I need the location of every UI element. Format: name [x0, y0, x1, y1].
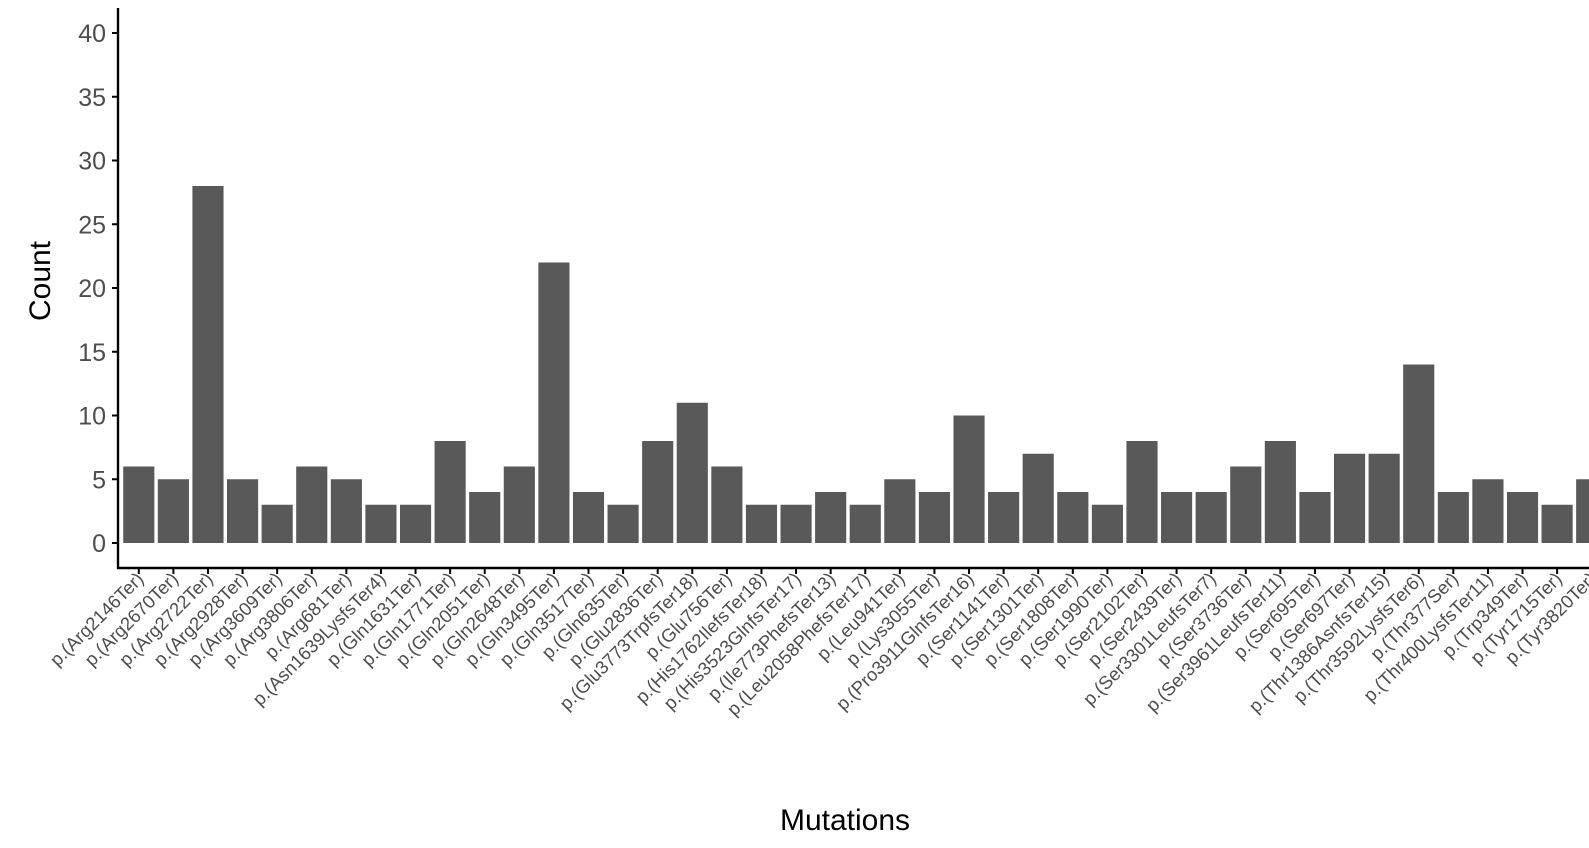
bar-p.(Gln3495Ter) [538, 262, 570, 543]
bar-p.(Glu3773TrpfsTer18) [676, 402, 708, 543]
bar-p.(Gln2051Ter) [469, 492, 501, 543]
bar-p.(Ser2439Ter) [1161, 492, 1193, 543]
bar-p.(Gln3517Ter) [572, 492, 605, 543]
bar-p.(Arg2928Ter) [227, 479, 259, 543]
bar-p.(Arg3609Ter) [261, 504, 293, 543]
bar-p.(Ser1990Ter) [1091, 504, 1123, 543]
bar-p.(Ser2102Ter) [1126, 441, 1158, 543]
bar-p.(Tyr1715Ter) [1541, 504, 1573, 543]
bar-p.(Lys3055Ter) [918, 492, 951, 543]
bar-p.(Arg2146Ter) [123, 466, 155, 543]
bar-p.(Gln1631Ter) [399, 504, 432, 543]
y-tick-label: 40 [78, 20, 106, 48]
bars-layer [123, 186, 1589, 543]
bar-p.(Gln635Ter) [607, 504, 639, 543]
bar-p.(Thr377Ser) [1437, 492, 1469, 543]
bar-p.(Ser1808Ter) [1057, 492, 1089, 543]
bar-p.(Arg681Ter) [330, 479, 362, 543]
bar-p.(Thr3592LysfsTer6) [1403, 364, 1435, 543]
y-tick-label: 15 [78, 339, 106, 367]
bar-p.(Ser3301LeufsTer7) [1195, 492, 1227, 543]
bar-p.(Arg3806Ter) [296, 466, 328, 543]
y-tick-label: 20 [78, 275, 106, 303]
x-axis-title: Mutations [780, 804, 910, 837]
bar-p.(Glu756Ter) [711, 466, 743, 543]
bar-p.(Thr1386AsnfsTer15) [1368, 453, 1400, 543]
y-tick-label: 0 [92, 530, 106, 558]
bar-p.(Glu2836Ter) [642, 441, 674, 543]
bar-p.(Leu2058PhefsTer17) [849, 504, 881, 543]
y-tick-label: 25 [78, 211, 106, 239]
x-axis-ticks: p.(Arg2146Ter)p.(Arg2670Ter)p.(Arg2722Te… [46, 568, 1589, 720]
bar-p.(Ser695Ter) [1299, 492, 1331, 543]
bar-p.(His1762IlefsTer18) [745, 504, 778, 543]
y-axis-ticks: 0 5 10 15 20 25 30 35 40 [78, 20, 118, 558]
y-tick-label: 30 [78, 148, 106, 176]
bar-p.(Gln1771Ter) [434, 441, 466, 543]
y-tick-label: 5 [92, 466, 106, 494]
bar-p.(Asn1639LysfsTer4) [365, 504, 397, 543]
bar-p.(Ser697Ter) [1333, 453, 1366, 543]
y-tick-label: 35 [78, 84, 106, 112]
bar-p.(Leu941Ter) [884, 479, 916, 543]
bar-p.(Arg2722Ter) [192, 186, 224, 543]
bar-p.(Ser1141Ter) [988, 492, 1020, 543]
bar-p.(Trp349Ter) [1506, 492, 1539, 543]
bar-p.(Ser3736Ter) [1230, 466, 1262, 543]
bar-p.(Gln2648Ter) [503, 466, 535, 543]
bar-p.(Tyr3820Ter) [1576, 479, 1589, 543]
y-tick-label: 10 [78, 403, 106, 431]
bar-p.(Arg2670Ter) [157, 479, 189, 543]
bar-p.(Pro3911GlnfsTer16) [953, 415, 985, 543]
bar-p.(Ser1301Ter) [1022, 453, 1054, 543]
bar-p.(His3523GlnfsTer17) [780, 504, 812, 543]
bar-p.(Thr400LysfsTer11) [1472, 479, 1504, 543]
bar-p.(Ile773PhefsTer13) [815, 492, 847, 543]
bar-p.(Ser3961LeufsTer11) [1264, 441, 1296, 543]
y-axis-title: Count [24, 240, 57, 321]
